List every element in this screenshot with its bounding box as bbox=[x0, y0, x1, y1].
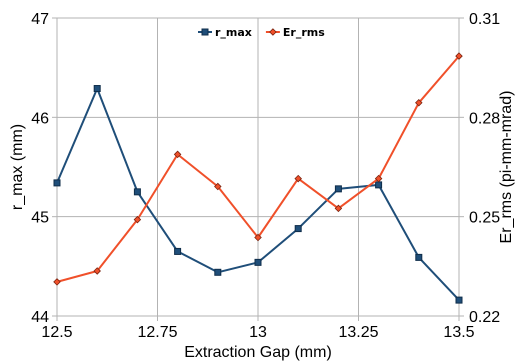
legend-label: r_max bbox=[215, 26, 252, 39]
data-point bbox=[334, 204, 343, 213]
x-tick-label: 12.75 bbox=[137, 324, 177, 341]
legend-label: Er_rms bbox=[283, 26, 325, 39]
x-axis-ticks: 12.5 12.75 13 13.25 13.5 bbox=[41, 316, 475, 341]
data-point bbox=[93, 267, 101, 275]
data-point bbox=[174, 247, 182, 255]
data-point bbox=[173, 150, 182, 159]
y2-axis-title: Er_rms (pi-mm-mrad) bbox=[498, 91, 515, 244]
y-tick-label: 44 bbox=[31, 309, 49, 326]
x-tick-label: 12.5 bbox=[41, 324, 72, 341]
y-axis-title: r_max (mm) bbox=[9, 124, 26, 210]
data-point bbox=[254, 258, 262, 266]
data-point bbox=[455, 52, 463, 60]
legend-item: Er_rms bbox=[265, 26, 325, 39]
data-point bbox=[375, 181, 383, 189]
right-y-axis-ticks: 0.22 0.25 0.28 0.31 bbox=[459, 11, 500, 326]
data-point bbox=[53, 278, 61, 286]
series-er-rms bbox=[53, 52, 463, 286]
x-tick-label: 13 bbox=[249, 324, 267, 341]
y2-tick-label: 0.28 bbox=[469, 110, 500, 127]
data-point bbox=[374, 174, 383, 183]
legend: r_max Er_rms bbox=[198, 26, 325, 39]
series-layer bbox=[53, 52, 463, 304]
legend-marker bbox=[201, 28, 209, 36]
left-y-axis-ticks: 44 45 46 47 bbox=[31, 11, 57, 326]
data-point bbox=[214, 182, 222, 191]
x-tick-label: 13.5 bbox=[443, 324, 474, 341]
data-point bbox=[133, 188, 141, 196]
x-tick-label: 13.25 bbox=[338, 324, 378, 341]
data-point bbox=[133, 215, 142, 224]
data-point bbox=[254, 233, 262, 242]
y-tick-label: 45 bbox=[31, 210, 49, 227]
data-point bbox=[455, 296, 463, 304]
data-point bbox=[93, 85, 101, 93]
y2-tick-label: 0.22 bbox=[469, 309, 500, 326]
x-axis-title: Extraction Gap (mm) bbox=[184, 344, 332, 361]
legend-item: r_max bbox=[198, 26, 252, 39]
data-point bbox=[334, 185, 342, 193]
y2-tick-label: 0.25 bbox=[469, 210, 500, 227]
data-point bbox=[294, 174, 302, 183]
legend-marker bbox=[269, 28, 277, 36]
data-point bbox=[294, 225, 302, 233]
data-point bbox=[214, 268, 222, 276]
y2-tick-label: 0.31 bbox=[469, 11, 500, 28]
y-tick-label: 46 bbox=[31, 110, 49, 127]
series-r-max bbox=[53, 85, 463, 304]
data-point bbox=[415, 98, 423, 107]
y-tick-label: 47 bbox=[31, 11, 49, 28]
data-point bbox=[53, 179, 61, 187]
data-point bbox=[415, 253, 423, 261]
